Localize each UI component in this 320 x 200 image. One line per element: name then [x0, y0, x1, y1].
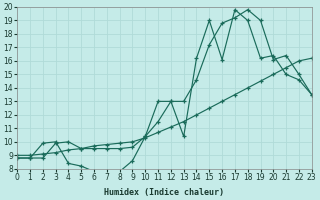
X-axis label: Humidex (Indice chaleur): Humidex (Indice chaleur): [105, 188, 225, 197]
